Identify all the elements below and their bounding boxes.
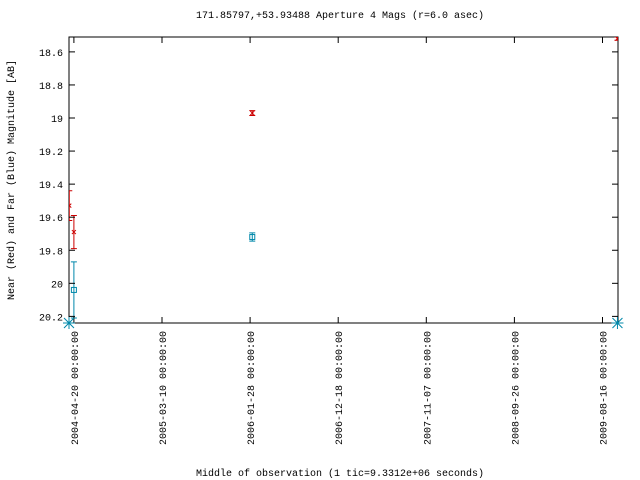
y-tick-label: 19.2 <box>39 148 63 159</box>
marker <box>69 203 72 208</box>
y-axis-label: Near (Red) and Far (Blue) Magnitude [AB] <box>6 60 18 300</box>
x-tick-label: 2008-09-26 00:00:00 <box>511 331 522 445</box>
x-tick-label: 2006-01-28 00:00:00 <box>247 331 258 445</box>
marker <box>249 234 256 241</box>
marker <box>249 110 255 116</box>
marker <box>70 286 77 293</box>
x-tick-label: 2006-12-18 00:00:00 <box>335 331 346 445</box>
plot-area <box>69 37 618 319</box>
chart-title: 171.85797,+53.93488 Aperture 4 Mags (r=6… <box>196 10 484 22</box>
x-tick-label: 2007-11-07 00:00:00 <box>423 331 434 445</box>
x-tick-label: 2004-04-20 00:00:00 <box>71 331 82 445</box>
y-tick-label: 19.6 <box>39 214 63 225</box>
y-tick-label: 20 <box>51 280 63 291</box>
y-tick-label: 19 <box>51 115 63 126</box>
x-axis-label: Middle of observation (1 tic=9.3312e+06 … <box>196 468 484 480</box>
x-tick-label: 2009-08-16 00:00:00 <box>600 331 611 445</box>
marker <box>63 317 75 329</box>
y-tick-label: 20.2 <box>39 313 63 324</box>
x-tick-label: 2005-03-10 00:00:00 <box>159 331 170 445</box>
plot-frame <box>68 36 619 324</box>
marker <box>611 317 624 329</box>
y-tick-label: 19.8 <box>39 247 63 258</box>
marker <box>615 37 618 42</box>
y-tick-label: 19.4 <box>39 181 63 192</box>
marker <box>71 229 77 235</box>
y-tick-label: 18.8 <box>39 82 63 93</box>
y-tick-label: 18.6 <box>39 49 63 60</box>
